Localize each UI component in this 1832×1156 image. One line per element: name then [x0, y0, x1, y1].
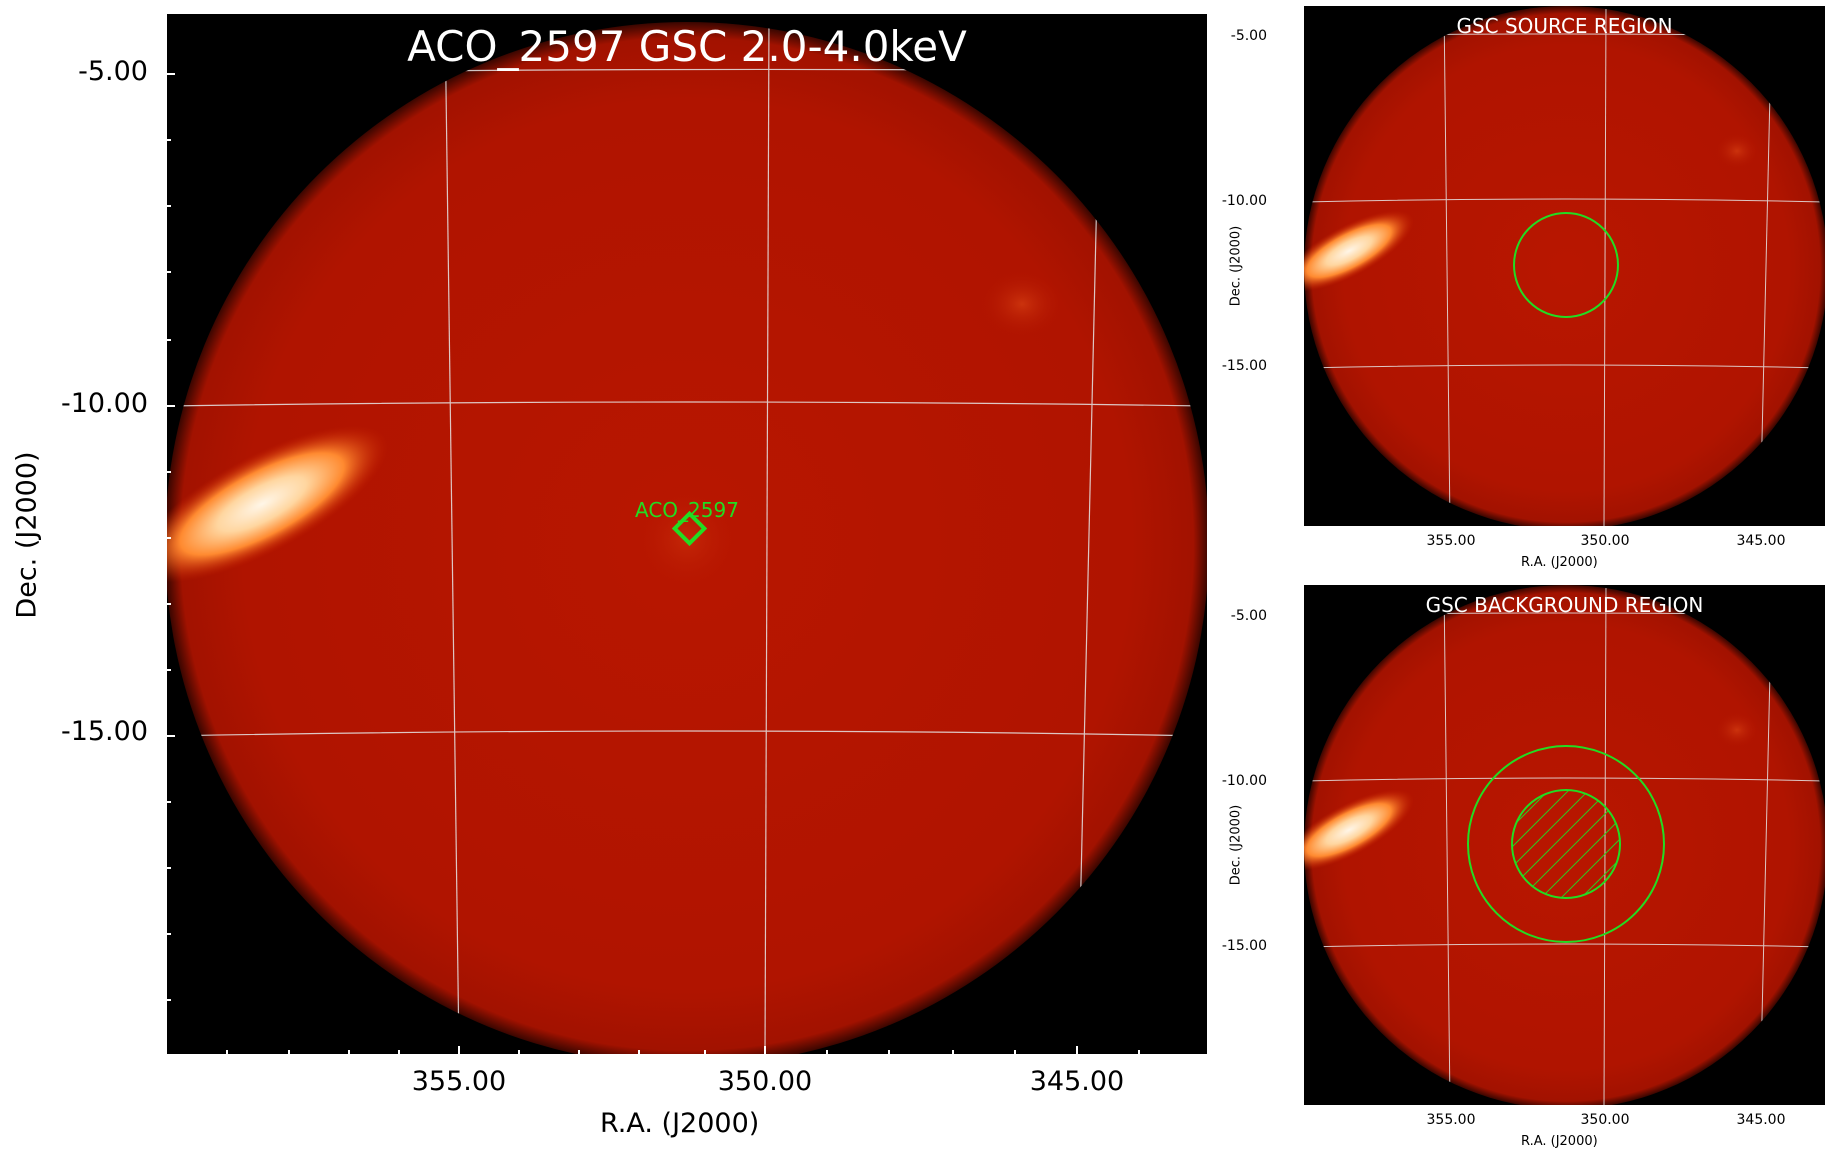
source-label: ACO_2597	[635, 498, 739, 522]
background-xtick-2: 350.00	[1580, 1112, 1630, 1128]
inner-exclusion-circle	[1511, 789, 1621, 899]
faint-source-blob	[1715, 712, 1759, 748]
source-region-panel: GSC SOURCE REGION	[1304, 6, 1825, 526]
source-region-circle	[1513, 212, 1619, 318]
main-xlabel: R.A. (J2000)	[600, 1108, 760, 1139]
source-marker-diamond	[671, 510, 708, 547]
source-xtick-3: 345.00	[1736, 533, 1786, 549]
source-xlabel: R.A. (J2000)	[1521, 555, 1598, 570]
source-panel-title: GSC SOURCE REGION	[1456, 14, 1673, 38]
background-panel-title: GSC BACKGROUND REGION	[1425, 593, 1704, 617]
background-ytick-3: -15.00	[1221, 938, 1267, 954]
main-ytick-3: -15.00	[60, 716, 148, 747]
source-xtick-2: 350.00	[1580, 533, 1630, 549]
main-xtick-2: 350.00	[717, 1066, 813, 1097]
main-ytick-1: -5.00	[78, 56, 148, 87]
outer-background-circle	[1467, 745, 1665, 943]
background-ytick-2: -10.00	[1221, 773, 1267, 789]
background-xlabel: R.A. (J2000)	[1521, 1134, 1598, 1149]
source-ytick-1: -5.00	[1230, 28, 1267, 44]
main-xtick-3: 345.00	[1029, 1066, 1125, 1097]
source-ytick-2: -10.00	[1221, 193, 1267, 209]
background-ytick-1: -5.00	[1230, 608, 1267, 624]
bright-source-blob	[1304, 210, 1414, 292]
bright-source-blob	[167, 425, 388, 583]
main-image-panel: ACO_2597 GSC 2.0-4.0keV ACO_2597	[167, 14, 1207, 1054]
faint-source-blob	[1715, 133, 1759, 169]
background-xtick-3: 345.00	[1736, 1112, 1786, 1128]
detector-disk	[1304, 585, 1825, 1105]
main-ylabel: Dec. (J2000)	[11, 451, 43, 619]
main-ytick-2: -10.00	[60, 388, 148, 419]
tick-marks	[167, 73, 1140, 1054]
source-ylabel: Dec. (J2000)	[1228, 225, 1244, 307]
source-sky-image	[1304, 6, 1825, 526]
source-ytick-3: -15.00	[1221, 358, 1267, 374]
main-title: ACO_2597 GSC 2.0-4.0keV	[407, 22, 967, 71]
detector-disk	[1304, 6, 1825, 526]
main-xtick-1: 355.00	[411, 1066, 507, 1097]
background-xtick-1: 355.00	[1426, 1112, 1476, 1128]
main-sky-image	[167, 22, 1207, 1054]
bright-source-blob	[1304, 789, 1414, 871]
faint-source-blob	[980, 270, 1064, 338]
background-region-panel: GSC BACKGROUND REGION	[1304, 585, 1825, 1105]
background-sky-image	[1304, 585, 1825, 1105]
source-xtick-1: 355.00	[1426, 533, 1476, 549]
background-ylabel: Dec. (J2000)	[1228, 804, 1244, 886]
